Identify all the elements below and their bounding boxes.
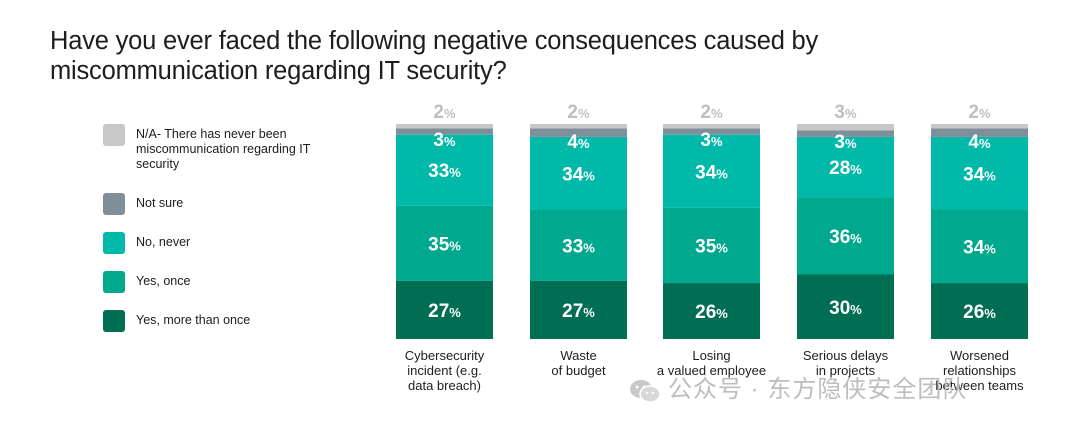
- data-label: 30%: [829, 298, 862, 319]
- bar-group: [663, 124, 760, 339]
- bar-segment: [797, 136, 894, 198]
- bar-segment: [797, 274, 894, 339]
- bar-group: [396, 124, 493, 339]
- bar-segment: [663, 207, 760, 284]
- legend-label: Yes, once: [136, 274, 191, 288]
- bar-segment: [663, 124, 760, 129]
- data-label: 35%: [428, 234, 461, 255]
- bar-segment: [663, 128, 760, 135]
- legend-swatch: [103, 193, 125, 215]
- category-label: Cybersecurity incident (e.g. data breach): [405, 348, 485, 393]
- data-label: 36%: [829, 227, 862, 248]
- data-label: 2%: [968, 102, 991, 123]
- legend-swatch: [103, 271, 125, 293]
- bar-segment: [396, 205, 493, 281]
- data-label: 3%: [834, 102, 857, 123]
- data-label: 3%: [834, 132, 857, 153]
- bar-segment: [530, 136, 627, 210]
- data-label: 34%: [695, 162, 728, 183]
- bar-segment: [396, 280, 493, 339]
- data-label: 26%: [963, 302, 996, 323]
- data-label: 33%: [428, 161, 461, 182]
- data-label: 4%: [567, 132, 590, 153]
- category-label: Losing a valued employee: [657, 348, 766, 378]
- legend-label: N/A- There has never been miscommunicati…: [136, 127, 311, 171]
- bar-segment: [530, 210, 627, 281]
- bar-segment: [663, 134, 760, 208]
- bar-segment: [396, 134, 493, 206]
- legend-label: Not sure: [136, 196, 184, 210]
- data-label: 33%: [562, 236, 595, 257]
- bar-group: [530, 124, 627, 339]
- bar-segment: [530, 280, 627, 339]
- bar-segment: [797, 124, 894, 131]
- bar-segment: [396, 124, 493, 129]
- bar-segment: [663, 283, 760, 339]
- bar-segment: [931, 124, 1028, 129]
- bar-segment: [931, 210, 1028, 284]
- bar-segment: [931, 283, 1028, 339]
- data-label: 34%: [562, 164, 595, 185]
- data-label: 3%: [700, 130, 723, 151]
- wechat-icon: [630, 379, 661, 403]
- legend-swatch: [103, 232, 125, 254]
- legend-label: No, never: [136, 235, 191, 249]
- watermark-text: 公众号 · 东方隐侠安全团队: [668, 376, 968, 403]
- data-label: 35%: [695, 236, 728, 257]
- data-label: 2%: [567, 102, 590, 123]
- legend-swatch: [103, 310, 125, 332]
- data-label: 3%: [433, 130, 456, 151]
- data-label: 2%: [433, 102, 456, 123]
- watermark: 公众号 · 东方隐侠安全团队: [628, 369, 967, 404]
- chart-title: Have you ever faced the following negati…: [50, 27, 819, 85]
- bar-segment: [530, 124, 627, 129]
- data-label: 26%: [695, 302, 728, 323]
- data-label: 34%: [963, 164, 996, 185]
- data-label: 27%: [428, 301, 461, 322]
- bar-segment: [530, 128, 627, 137]
- category-label: Serious delays in projects: [803, 348, 889, 378]
- data-label: 27%: [562, 301, 595, 322]
- bar-segment: [931, 128, 1028, 137]
- legend-label: Yes, more than once: [136, 313, 251, 327]
- bar-group: [931, 124, 1028, 339]
- bar-group: [797, 124, 894, 339]
- data-label: 4%: [968, 132, 991, 153]
- bar-segment: [797, 130, 894, 137]
- bar-segment: [931, 136, 1028, 210]
- data-label: 2%: [700, 102, 723, 123]
- category-label: Waste of budget: [551, 348, 606, 378]
- legend-swatch: [103, 124, 125, 146]
- category-label: Worsened relationships between teams: [935, 348, 1024, 393]
- bar-segment: [797, 197, 894, 275]
- bar-segment: [396, 128, 493, 135]
- data-label: 34%: [963, 238, 996, 259]
- data-label: 28%: [829, 158, 862, 179]
